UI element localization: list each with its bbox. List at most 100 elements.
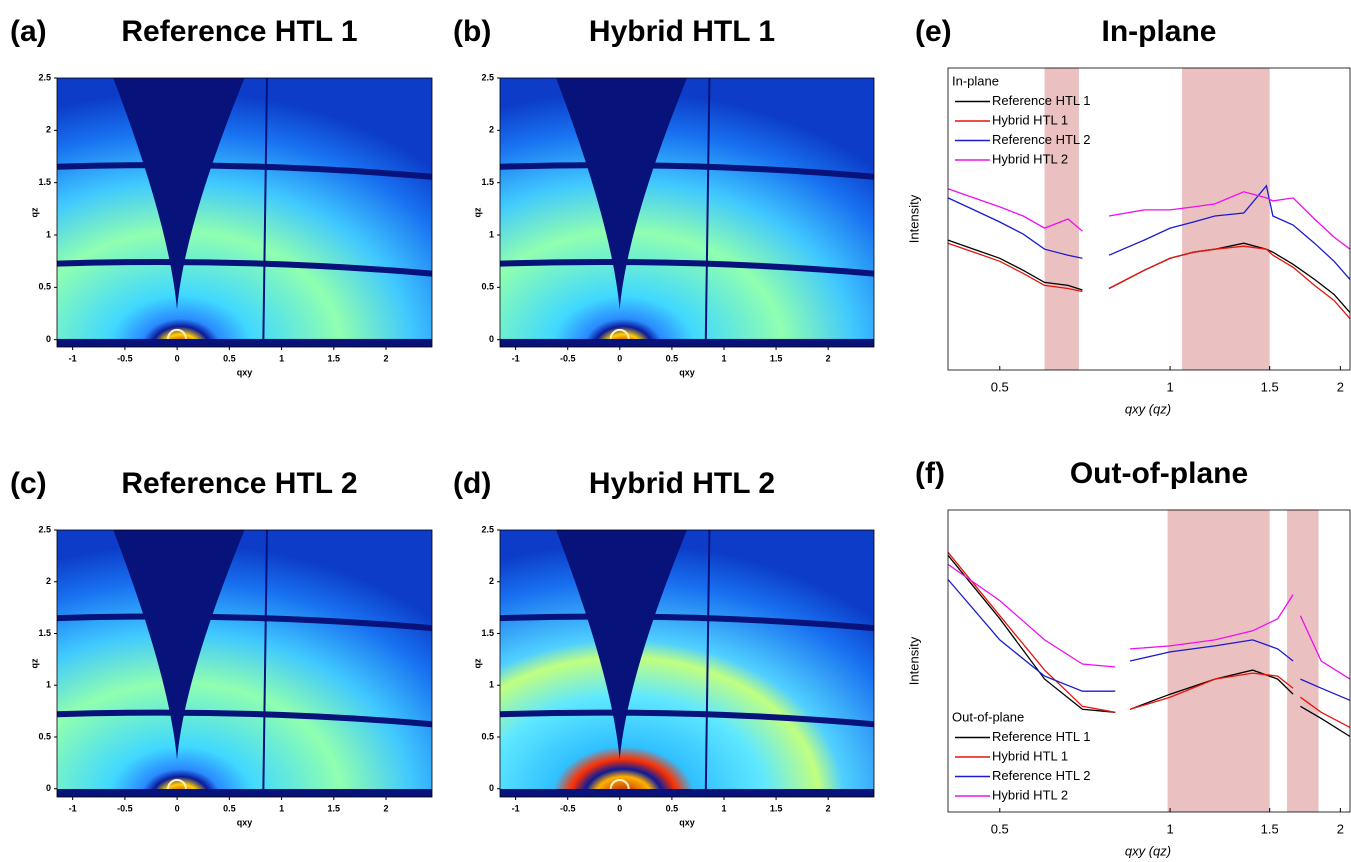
y-tick-label: 0 (489, 334, 494, 344)
x-tick-label: 2 (384, 353, 389, 363)
shaded-region (1167, 510, 1270, 812)
shadow-wedge (556, 530, 687, 760)
horizon-strip (500, 338, 874, 347)
center-ring (167, 328, 187, 340)
panel-label: (a) (10, 15, 47, 48)
horizon-strip (500, 788, 874, 797)
x-axis-label: qxy (qz) (1125, 843, 1171, 858)
x-tick-label: 0 (617, 803, 622, 813)
image-content (500, 78, 874, 347)
x-tick-label: 0 (175, 353, 180, 363)
y-tick-label: 1 (489, 229, 494, 239)
x-tick-label: 2 (1337, 379, 1344, 394)
y-axis-label: qz (472, 658, 482, 668)
y-tick-label: 0 (46, 334, 51, 344)
detector-seam (262, 530, 268, 797)
y-tick-label: 2.5 (481, 524, 494, 534)
series-line (947, 551, 1351, 728)
horizon-strip (57, 338, 432, 347)
shaded-region (1182, 68, 1270, 370)
shadow-wedge (113, 530, 245, 760)
x-tick-label: 0.5 (666, 803, 679, 813)
detector-gap (500, 162, 874, 180)
plot-frame (947, 67, 1351, 371)
detector-gap (500, 258, 874, 277)
x-tick-label: -0.5 (117, 803, 133, 813)
image-background (57, 530, 432, 797)
series-line (947, 563, 1351, 680)
image-content (57, 78, 432, 347)
x-tick-label: 1.5 (328, 803, 341, 813)
y-axis-label: qz (29, 207, 39, 217)
panel-label: (d) (453, 467, 491, 500)
chart-title: Hybrid HTL 2 (589, 467, 775, 500)
shaded-region (1287, 510, 1319, 812)
image-content (57, 530, 432, 797)
center-ring (609, 778, 630, 790)
x-tick-label: -1 (69, 803, 77, 813)
x-tick-label: 1 (279, 353, 284, 363)
x-tick-label: -0.5 (117, 353, 133, 363)
x-tick-label: 2 (826, 353, 831, 363)
center-ring (609, 328, 630, 340)
y-axis-label: qz (472, 207, 482, 217)
y-axis-label: Intensity (906, 636, 921, 685)
shaded-region (1044, 68, 1079, 370)
x-tick-label: 1 (1166, 821, 1173, 836)
legend-title: In-plane (952, 73, 999, 88)
y-tick-label: 0.5 (481, 282, 494, 292)
x-tick-label: 1 (721, 353, 726, 363)
detector-seam (704, 78, 711, 347)
detector-gap (57, 162, 432, 180)
y-tick-label: 2.5 (38, 524, 51, 534)
series-line (947, 554, 1351, 738)
image-background (500, 78, 874, 347)
scattering-image (57, 530, 432, 797)
x-axis-label: qxy (qz) (1125, 401, 1171, 416)
x-tick-label: 0 (617, 353, 622, 363)
legend-title: Out-of-plane (952, 709, 1024, 724)
y-tick-label: 0 (46, 783, 51, 793)
x-tick-label: 1.5 (1261, 379, 1279, 394)
x-tick-label: 0.5 (666, 353, 679, 363)
y-tick-label: 1.5 (481, 628, 494, 638)
y-tick-label: 1.5 (38, 177, 51, 187)
panel-label: (b) (453, 15, 491, 48)
chart-title: Hybrid HTL 1 (589, 15, 775, 48)
legend-label: Hybrid HTL 2 (992, 151, 1068, 166)
frame (499, 529, 875, 798)
y-tick-label: 2.5 (38, 72, 51, 82)
frame (56, 77, 433, 348)
scattering-image (500, 530, 874, 797)
chart-title: Out-of-plane (1070, 457, 1248, 490)
shadow-wedge (556, 78, 687, 310)
x-axis-label: qxy (237, 817, 253, 827)
chart-title: Reference HTL 2 (121, 467, 357, 500)
series-line (947, 188, 1351, 250)
y-tick-label: 0 (489, 783, 494, 793)
x-tick-label: 1.5 (770, 803, 783, 813)
x-tick-label: -0.5 (560, 803, 576, 813)
series-line (947, 579, 1351, 701)
horizon-strip (57, 788, 432, 797)
y-tick-label: 2 (489, 576, 494, 586)
y-tick-label: 2 (489, 125, 494, 135)
panel-label: (e) (915, 15, 952, 48)
x-tick-label: 1.5 (770, 353, 783, 363)
legend-label: Reference HTL 2 (992, 132, 1091, 147)
series-line (947, 239, 1351, 314)
series-line (947, 242, 1351, 320)
y-axis-label: qz (29, 658, 39, 668)
x-tick-label: 0 (175, 803, 180, 813)
shadow-wedge (113, 78, 245, 310)
y-tick-label: 0.5 (481, 731, 494, 741)
series-line (947, 184, 1351, 280)
y-tick-label: 2.5 (481, 72, 494, 82)
detector-gap (57, 613, 432, 632)
x-tick-label: 0.5 (991, 379, 1009, 394)
panel-label: (c) (10, 467, 47, 500)
detector-gap (500, 709, 874, 728)
detector-seam (262, 78, 268, 347)
panel-label: (f) (915, 457, 945, 490)
